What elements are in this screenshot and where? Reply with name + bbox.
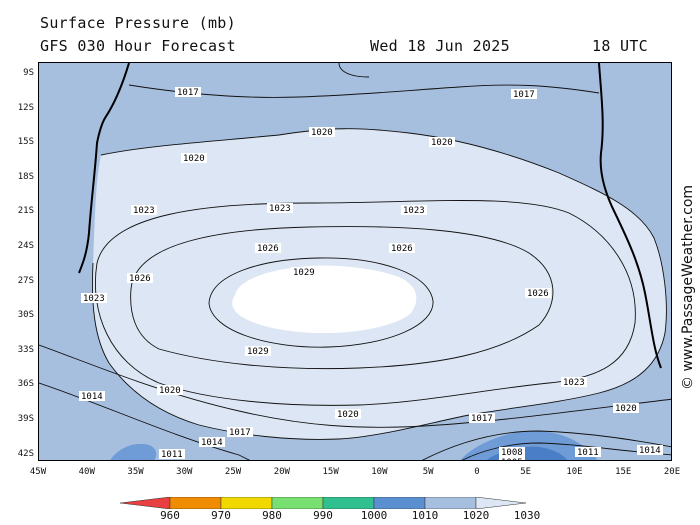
legend-label: 1030 bbox=[513, 509, 541, 522]
label-1020-f: 1020 bbox=[615, 404, 637, 414]
isobar-1023 bbox=[94, 200, 636, 406]
legend-swatch bbox=[271, 497, 324, 509]
isobar-1014-south bbox=[39, 382, 251, 460]
forecast-model: GFS 030 Hour Forecast bbox=[40, 37, 236, 55]
legend-swatch bbox=[322, 497, 375, 509]
isobar-1026 bbox=[130, 226, 554, 370]
label-1008: 1008 bbox=[501, 448, 523, 458]
map-title: Surface Pressure (mb) bbox=[40, 14, 236, 32]
longitude-label: 15E bbox=[615, 467, 632, 477]
latitude-label: 36S bbox=[17, 379, 34, 390]
label-1026-d: 1026 bbox=[527, 289, 549, 299]
forecast-date: Wed 18 Jun 2025 bbox=[370, 37, 510, 55]
legend-label: 970 bbox=[211, 509, 231, 522]
longitude-label: 40W bbox=[78, 467, 95, 477]
pressure-map: 1029 1029 1026 1026 1026 1026 1023 1023 … bbox=[38, 62, 672, 461]
longitude-label: 30W bbox=[176, 467, 193, 477]
label-1023-c: 1023 bbox=[403, 206, 425, 216]
label-1017-c: 1017 bbox=[229, 428, 251, 438]
label-1026-c: 1026 bbox=[129, 274, 151, 284]
longitude-label: 5E bbox=[520, 467, 532, 477]
pressure-map-svg: 1029 1029 1026 1026 1026 1026 1023 1023 … bbox=[39, 63, 671, 461]
longitude-label: 10W bbox=[371, 467, 388, 477]
latitude-label: 27S bbox=[17, 275, 34, 286]
label-1014: 1014 bbox=[201, 438, 223, 448]
latitude-label: 33S bbox=[17, 344, 34, 355]
longitude-label: 20E bbox=[663, 467, 681, 477]
legend-swatch bbox=[169, 497, 222, 509]
legend-label: 1000 bbox=[360, 509, 388, 522]
label-1029-b: 1029 bbox=[247, 347, 269, 357]
legend-label: 1020 bbox=[462, 509, 490, 522]
isobar-labels: 1029 1029 1026 1026 1026 1026 1023 1023 … bbox=[79, 87, 663, 461]
latitude-label: 39S bbox=[17, 414, 34, 424]
longitude-label: 45W bbox=[29, 467, 47, 477]
label-1020: 1020 bbox=[183, 154, 205, 164]
label-1020-c: 1020 bbox=[431, 138, 453, 148]
longitude-label: 10E bbox=[566, 467, 583, 477]
label-1023: 1023 bbox=[269, 204, 291, 214]
pressure-legend-bar bbox=[120, 497, 527, 509]
latitude-label: 42S bbox=[17, 448, 34, 459]
legend-label: 990 bbox=[313, 509, 333, 522]
legend-arrow-high bbox=[475, 497, 527, 509]
pressure-band-1000-sw bbox=[110, 444, 157, 460]
label-1017-b: 1017 bbox=[513, 90, 535, 100]
isobar-1020 bbox=[91, 128, 667, 440]
label-1023-d: 1023 bbox=[563, 378, 585, 388]
label-1011: 1011 bbox=[161, 450, 183, 460]
label-1020-d: 1020 bbox=[159, 386, 181, 396]
label-1017-d: 1017 bbox=[471, 414, 493, 424]
legend-arrow-low bbox=[120, 497, 171, 509]
forecast-time: 18 UTC bbox=[592, 37, 648, 55]
isobar-1011-south bbox=[461, 442, 671, 460]
legend-label: 960 bbox=[160, 509, 180, 522]
longitude-label: 5W bbox=[422, 467, 434, 477]
legend-swatch bbox=[424, 497, 477, 509]
latitude-label: 24S bbox=[17, 241, 34, 251]
label-1026: 1026 bbox=[257, 244, 279, 254]
longitude-label: 25W bbox=[224, 467, 242, 477]
pressure-band-1000-south bbox=[460, 430, 598, 460]
longitude-label: 0 bbox=[474, 467, 480, 477]
isobar-lines bbox=[39, 63, 671, 460]
isobar-1017-north bbox=[128, 84, 600, 98]
pressure-band-1030 bbox=[232, 265, 417, 334]
label-1011-b: 1011 bbox=[577, 448, 599, 458]
label-1017: 1017 bbox=[177, 88, 199, 98]
longitude-label: 15W bbox=[322, 467, 339, 477]
isobar-1017-south bbox=[39, 344, 671, 428]
longitude-label: 35W bbox=[127, 467, 144, 477]
site-credit: © www.PassageWeather.com bbox=[680, 184, 696, 390]
label-1005: 1005 bbox=[501, 458, 523, 461]
legend-label: 1010 bbox=[411, 509, 439, 522]
label-1014-c: 1014 bbox=[639, 446, 661, 456]
isobar-1029 bbox=[208, 257, 434, 348]
label-1020-b: 1020 bbox=[311, 128, 333, 138]
africa-coast bbox=[598, 63, 662, 369]
latitude-label: 30S bbox=[17, 310, 34, 321]
legend-label: 980 bbox=[262, 509, 282, 522]
legend-swatch bbox=[220, 497, 273, 509]
label-1023-e: 1023 bbox=[83, 294, 105, 304]
latitude-label: 18S bbox=[17, 171, 34, 182]
latitude-label: 12S bbox=[17, 102, 34, 113]
isobar-1014-east bbox=[421, 430, 671, 460]
label-1014-b: 1014 bbox=[81, 392, 103, 402]
label-1023-b: 1023 bbox=[133, 206, 155, 216]
latitude-label: 15S bbox=[17, 137, 34, 148]
label-1020-e: 1020 bbox=[337, 410, 359, 420]
isobar-1020-north bbox=[338, 63, 370, 78]
label-1029: 1029 bbox=[293, 268, 315, 278]
label-1026-b: 1026 bbox=[391, 244, 413, 254]
latitude-label: 21S bbox=[17, 206, 34, 217]
latitude-label: 9S bbox=[23, 68, 34, 78]
legend-swatch bbox=[373, 497, 426, 509]
longitude-label: 20W bbox=[273, 467, 290, 477]
south-america-coast bbox=[78, 63, 130, 274]
